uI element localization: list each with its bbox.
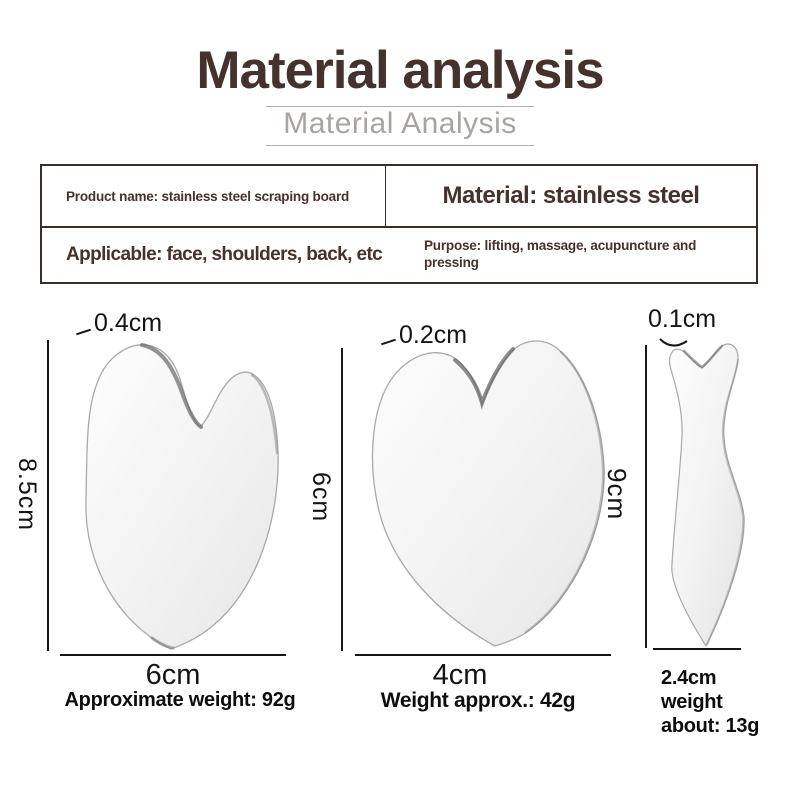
width-label: 6cm xyxy=(145,659,201,691)
page-title: Material analysis xyxy=(196,41,604,100)
weight-label: Weight approx.: 42g xyxy=(380,689,576,712)
height-dimension-line xyxy=(47,340,49,651)
width-dimension-line xyxy=(60,654,286,656)
applicable-cell: Applicable: face, shoulders, back, etc xyxy=(66,244,383,265)
width-label: 4cm xyxy=(432,659,488,691)
page-subtitle: Material Analysis xyxy=(283,107,517,140)
width-dimension-line xyxy=(355,654,611,656)
thickness-leader-line xyxy=(659,338,688,347)
purpose-cell: Purpose: lifting, massage, acupuncture a… xyxy=(424,238,697,270)
height-dimension-line xyxy=(645,345,647,648)
table-row: Product name: stainless steel scraping b… xyxy=(42,166,756,228)
guasha-stick-image xyxy=(669,343,745,648)
spec-table: Product name: stainless steel scraping b… xyxy=(40,164,758,284)
product-name-cell: Product name: stainless steel scraping b… xyxy=(42,166,386,226)
thickness-label: 0.4cm xyxy=(94,309,163,337)
weight-label: 2.4cm weight about: 13g xyxy=(661,667,760,737)
table-row: Applicable: face, shoulders, back, etc P… xyxy=(42,228,756,282)
weight-label: Approximate weight: 92g xyxy=(64,689,296,711)
guasha-board-large-image xyxy=(85,343,279,650)
guasha-board-medium-image xyxy=(371,340,605,647)
height-dimension-line xyxy=(341,348,343,651)
height-label: 9cm xyxy=(602,468,632,521)
height-label: 6cm xyxy=(307,472,335,523)
thickness-label: 0.2cm xyxy=(399,321,468,349)
width-dimension-line xyxy=(653,648,741,650)
thickness-label: 0.1cm xyxy=(648,305,717,333)
subtitle-rule-box: Material Analysis xyxy=(266,106,534,146)
material-cell: Material: stainless steel xyxy=(442,182,700,209)
height-label: 8.5cm xyxy=(13,458,41,532)
